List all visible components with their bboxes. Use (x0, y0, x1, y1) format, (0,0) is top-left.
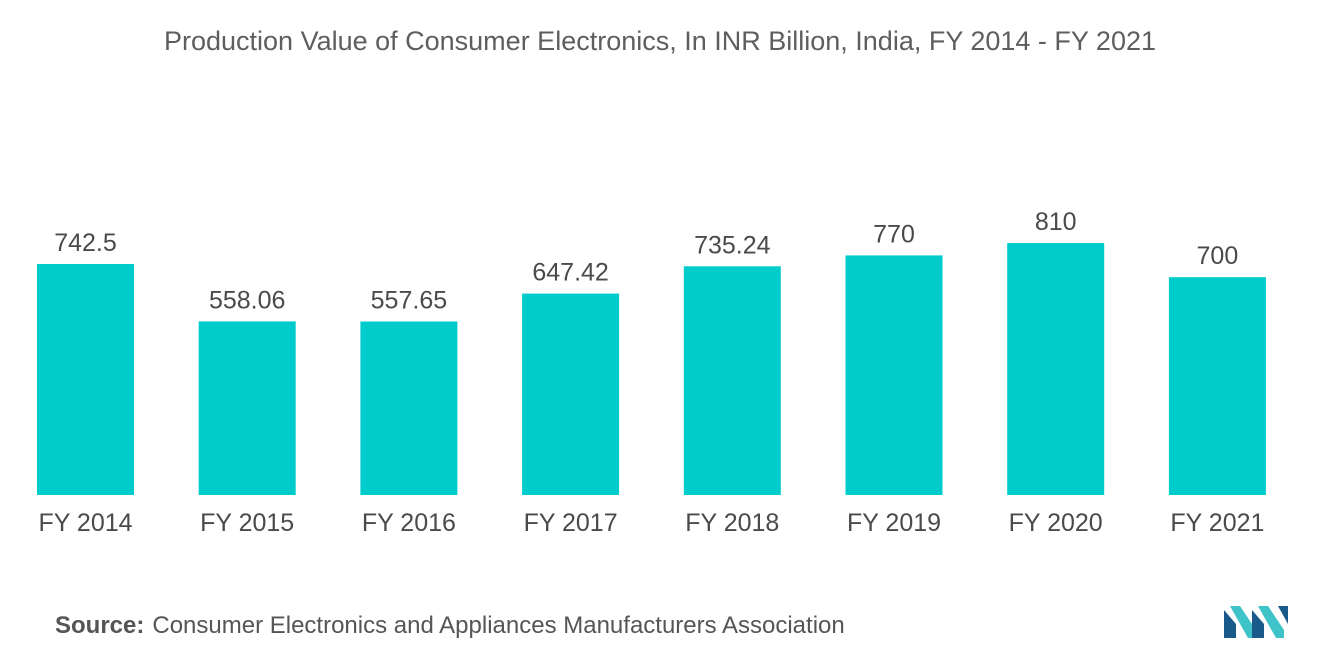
chart-title: Production Value of Consumer Electronics… (163, 26, 1156, 56)
source-note: Source: Consumer Electronics and Applianc… (55, 612, 845, 640)
x-tick-label: FY 2017 (524, 509, 618, 537)
x-tick-label: FY 2021 (1170, 509, 1264, 537)
x-axis-tick-labels: FY 2014 FY 2015 FY 2016 FY 2017 FY 2018 FY 20… (38, 509, 1264, 537)
bar-fy-2021 (1168, 277, 1266, 495)
x-tick-label: FY 2018 (685, 509, 779, 537)
value-label: 735.24 (694, 231, 771, 259)
value-label: 810 (1035, 208, 1077, 236)
bar-fy-2015 (198, 321, 296, 495)
source-text: Consumer Electronics and Appliances Manu… (152, 612, 845, 639)
bar-fy-2014 (37, 264, 134, 495)
value-label: 742.5 (54, 229, 117, 257)
x-tick-label: FY 2014 (38, 509, 132, 537)
value-label: 558.06 (209, 286, 285, 314)
bar-fy-2016 (360, 321, 458, 495)
value-label: 647.42 (532, 259, 608, 287)
x-tick-label: FY 2016 (362, 509, 456, 537)
value-label-group: 742.5 558.06 557.65 647.42 735.24 770 810 700 (54, 208, 1238, 315)
bar-fy-2018 (683, 266, 781, 495)
value-label: 557.65 (371, 287, 447, 315)
x-tick-label: FY 2015 (200, 509, 294, 537)
bar-group (37, 243, 1266, 495)
bar-fy-2020 (1007, 243, 1105, 495)
value-label: 770 (873, 220, 915, 248)
x-tick-label: FY 2020 (1009, 509, 1103, 537)
bar-chart: 742.5 558.06 557.65 647.42 735.24 770 810 700 F… (37, 208, 1266, 537)
bar-fy-2019 (845, 255, 943, 495)
source-label: Source: (55, 612, 145, 639)
mordor-intelligence-logo-icon (1224, 606, 1288, 638)
x-tick-label: FY 2019 (847, 509, 941, 537)
bar-fy-2017 (522, 293, 620, 495)
value-label: 700 (1197, 242, 1239, 270)
